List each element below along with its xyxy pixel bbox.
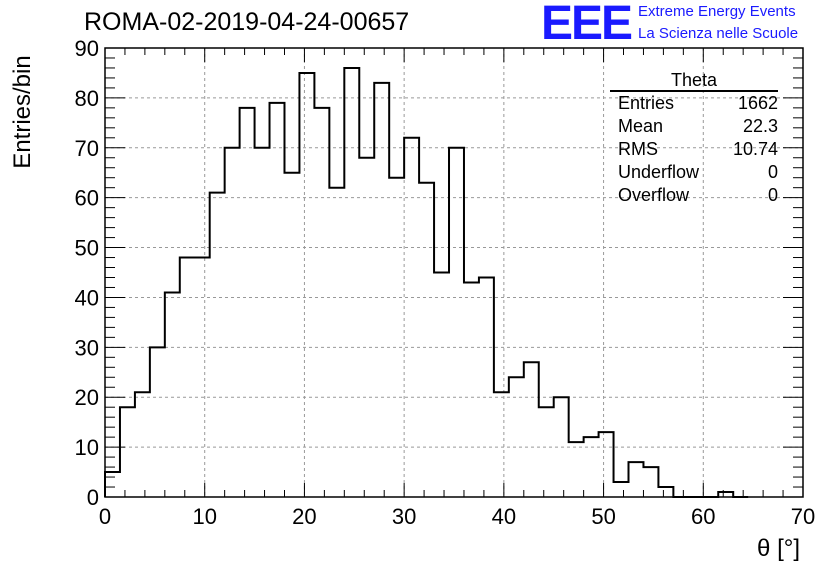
eee-logo: EEE: [541, 0, 633, 50]
x-tick-label: 30: [392, 504, 416, 529]
brand-line-2: La Scienza nelle Scuole: [638, 25, 799, 42]
stats-label: Entries: [618, 93, 675, 113]
y-tick-label: 0: [87, 485, 99, 510]
stats-row-mean: Mean 22.3: [610, 115, 778, 138]
x-tick-label: 60: [691, 504, 715, 529]
stats-value: 1662: [737, 93, 778, 113]
stats-box: Theta Entries 1662 Mean 22.3 RMS 10.74 U…: [610, 70, 778, 207]
stats-row-underflow: Underflow 0: [610, 161, 778, 184]
stats-label: Overflow: [618, 185, 690, 205]
y-tick-label: 70: [75, 136, 99, 161]
x-tick-label: 40: [492, 504, 516, 529]
x-tick-label: 20: [292, 504, 316, 529]
x-tick-label: 70: [791, 504, 815, 529]
plot-frame: [104, 47, 804, 498]
y-tick-label: 80: [75, 86, 99, 111]
stats-label: Underflow: [618, 162, 700, 182]
y-axis-label: Entries/bin: [9, 55, 36, 168]
x-tick-label: 10: [192, 504, 216, 529]
x-axis-label: θ [°]: [757, 535, 800, 562]
stats-value: 0: [767, 185, 778, 205]
y-tick-labels: 0 10 20 30 40 50 60 70 80 90: [75, 36, 99, 510]
y-tick-label: 30: [75, 335, 99, 360]
stats-label: RMS: [618, 139, 658, 159]
chart-title: ROMA-02-2019-04-24-00657: [84, 8, 410, 36]
x-tick-label: 50: [591, 504, 615, 529]
stats-value: 10.74: [732, 139, 778, 159]
brand-line-1: Extreme Energy Events: [638, 3, 796, 20]
y-tick-label: 20: [75, 385, 99, 410]
stats-row-entries: Entries 1662: [610, 92, 778, 115]
stats-row-overflow: Overflow 0: [610, 184, 778, 207]
stats-title: Theta: [610, 70, 778, 92]
histogram-line: [104, 66, 749, 498]
stats-row-rms: RMS 10.74: [610, 138, 778, 161]
y-tick-label: 50: [75, 236, 99, 261]
y-tick-label: 40: [75, 285, 99, 310]
grid-lines: [105, 48, 803, 497]
x-tick-label: 0: [99, 504, 111, 529]
x-tick-labels: 0 10 20 30 40 50 60 70: [99, 504, 815, 529]
y-tick-label: 90: [75, 36, 99, 61]
stats-value: 22.3: [742, 116, 778, 136]
stats-label: Mean: [618, 116, 664, 136]
y-tick-label: 60: [75, 186, 99, 211]
stats-value: 0: [767, 162, 778, 182]
y-tick-label: 10: [75, 435, 99, 460]
